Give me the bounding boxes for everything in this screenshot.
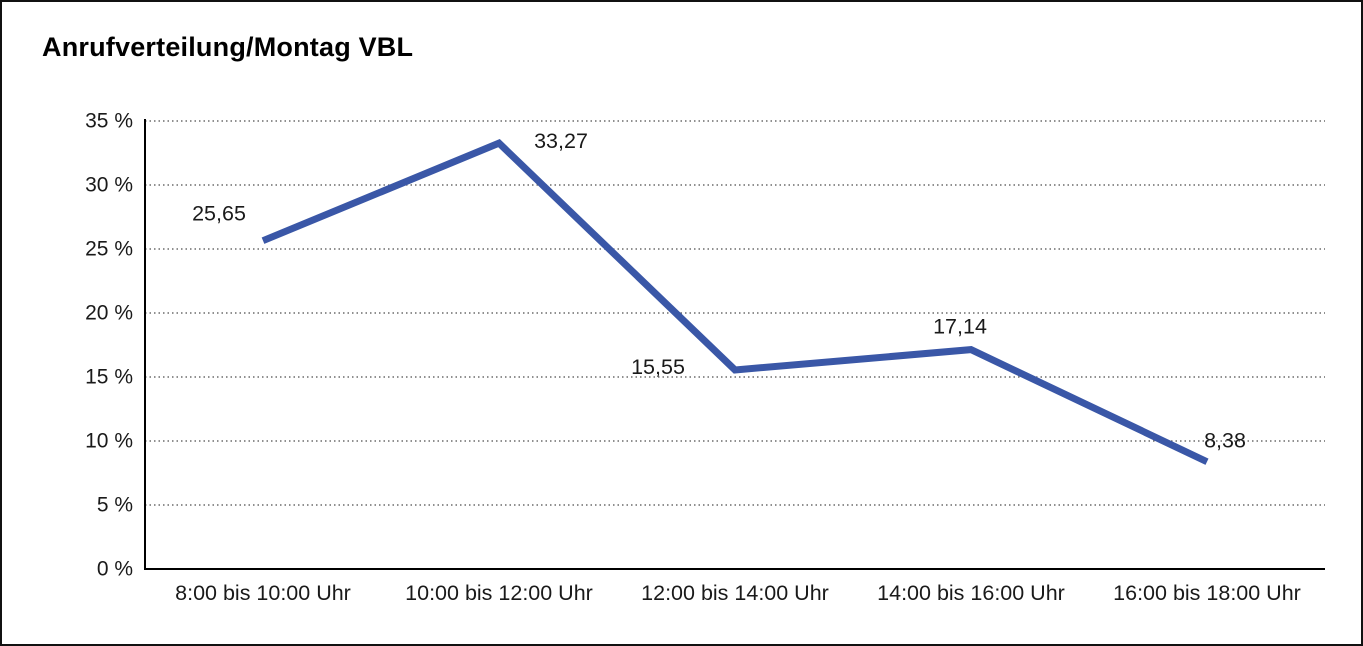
x-axis-category-label: 16:00 bis 18:00 Uhr [1113, 581, 1301, 605]
y-axis-tick-label: 35 % [85, 110, 133, 133]
x-axis-category-label: 8:00 bis 10:00 Uhr [175, 581, 351, 605]
y-axis-tick-label: 20 % [85, 302, 133, 325]
x-axis-category-label: 10:00 bis 12:00 Uhr [405, 581, 593, 605]
data-point-label: 17,14 [933, 315, 987, 339]
x-axis-category-label: 14:00 bis 16:00 Uhr [877, 581, 1065, 605]
data-series-line [261, 139, 1209, 465]
data-point-label: 33,27 [534, 129, 588, 153]
y-axis-tick-label: 15 % [85, 366, 133, 389]
y-axis-tick-label: 0 % [97, 558, 133, 581]
y-axis-tick-label: 10 % [85, 430, 133, 453]
y-axis-tick-label: 30 % [85, 174, 133, 197]
y-axis-tick-label: 25 % [85, 238, 133, 261]
data-point-label: 25,65 [192, 202, 246, 226]
y-axis-tick-label: 5 % [97, 494, 133, 517]
x-axis-category-label: 12:00 bis 14:00 Uhr [641, 581, 829, 605]
chart-title: Anrufverteilung/Montag VBL [42, 32, 414, 62]
data-point-label: 8,38 [1204, 429, 1246, 453]
data-point-label: 15,55 [631, 355, 685, 379]
